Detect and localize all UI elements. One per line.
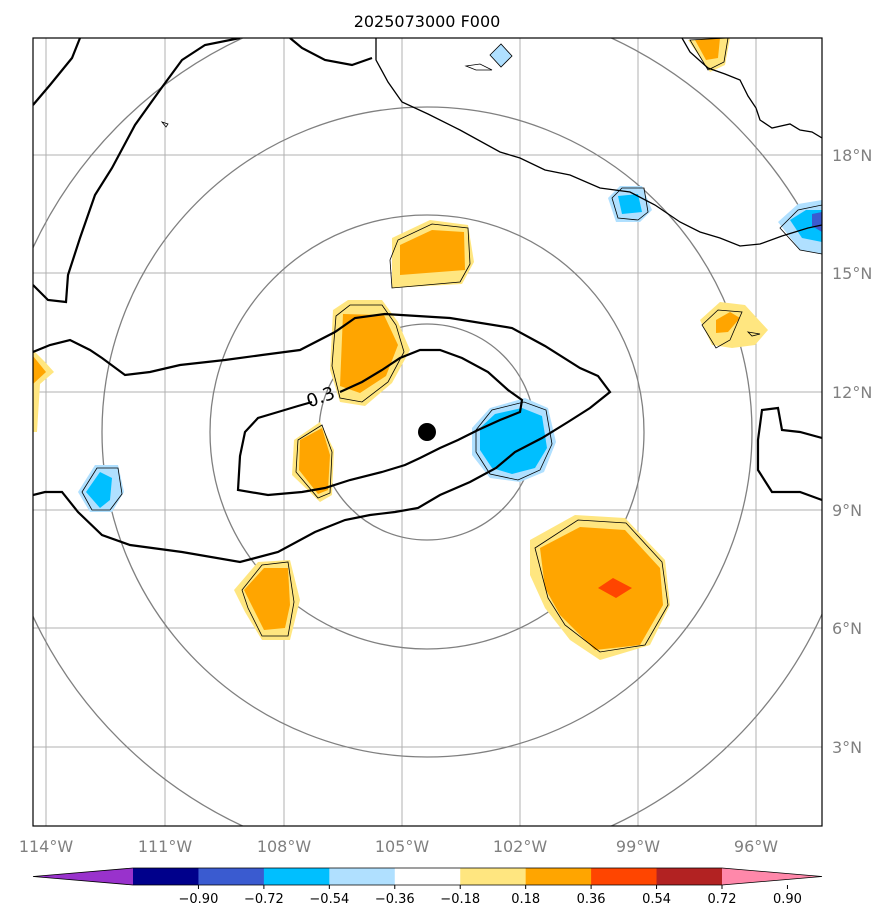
thick-contours	[33, 38, 822, 564]
lon-tick-label: 99°W	[616, 837, 660, 856]
anomaly-outlines	[81, 38, 822, 653]
lat-tick-label: 6°N	[832, 619, 862, 638]
colorbar-segment	[460, 868, 527, 885]
lon-axis: 114°W 111°W 108°W 105°W 102°W 99°W 96°W	[19, 837, 778, 856]
colorbar-segment	[656, 868, 723, 885]
lon-tick-label: 102°W	[493, 837, 548, 856]
colorbar-tick-label: 0.36	[577, 892, 606, 907]
lat-tick-label: 15°N	[832, 264, 872, 283]
colorbar-tick-label: −0.90	[179, 892, 219, 907]
colorbar-extend-low	[33, 868, 133, 885]
negative-anomaly-shading	[78, 44, 822, 512]
colorbar-segment	[591, 868, 658, 885]
colorbar-outline	[32, 867, 823, 886]
colorbar-tick-label: 0.18	[511, 892, 540, 907]
map-frame	[32, 37, 823, 827]
colorbar-tick-label: 0.54	[642, 892, 671, 907]
colorbar-extend-high	[722, 868, 822, 885]
lon-tick-label: 105°W	[375, 837, 430, 856]
positive-anomaly-shading	[33, 38, 768, 660]
lon-tick-label: 108°W	[257, 837, 312, 856]
lat-tick-label: 12°N	[832, 383, 872, 402]
colorbar-tick-label: −0.18	[440, 892, 480, 907]
colorbar-tick-label: −0.36	[375, 892, 415, 907]
lon-tick-label: 114°W	[19, 837, 74, 856]
storm-center-marker	[418, 423, 436, 441]
colorbar-segment	[525, 868, 592, 885]
colorbar-segment	[198, 868, 265, 885]
coastline	[375, 38, 822, 247]
lat-tick-label: 3°N	[832, 738, 862, 757]
colorbar-tick-label: −0.72	[244, 892, 284, 907]
colorbar: −0.90 −0.72 −0.54 −0.36 −0.18 0.18 0.36 0.54 0.7…	[32, 867, 823, 907]
map-plot-area: 0.3	[33, 38, 822, 826]
colorbar-tick-label: 0.90	[773, 892, 802, 907]
contour-label: 0.3	[304, 383, 338, 413]
lat-tick-label: 9°N	[832, 501, 862, 520]
lat-tick-label: 18°N	[832, 146, 872, 165]
lon-tick-label: 96°W	[734, 837, 778, 856]
colorbar-segment	[263, 868, 330, 885]
colorbar-segment	[329, 868, 396, 885]
colorbar-tick-label: 0.72	[708, 892, 737, 907]
colorbar-segment	[133, 868, 199, 885]
chart-title: 2025073000 F000	[354, 12, 501, 31]
lat-axis: 18°N 15°N 12°N 9°N 6°N 3°N	[832, 146, 872, 757]
colorbar-tick-label: −0.54	[309, 892, 349, 907]
colorbar-segment	[394, 868, 461, 885]
lon-tick-label: 111°W	[138, 837, 193, 856]
